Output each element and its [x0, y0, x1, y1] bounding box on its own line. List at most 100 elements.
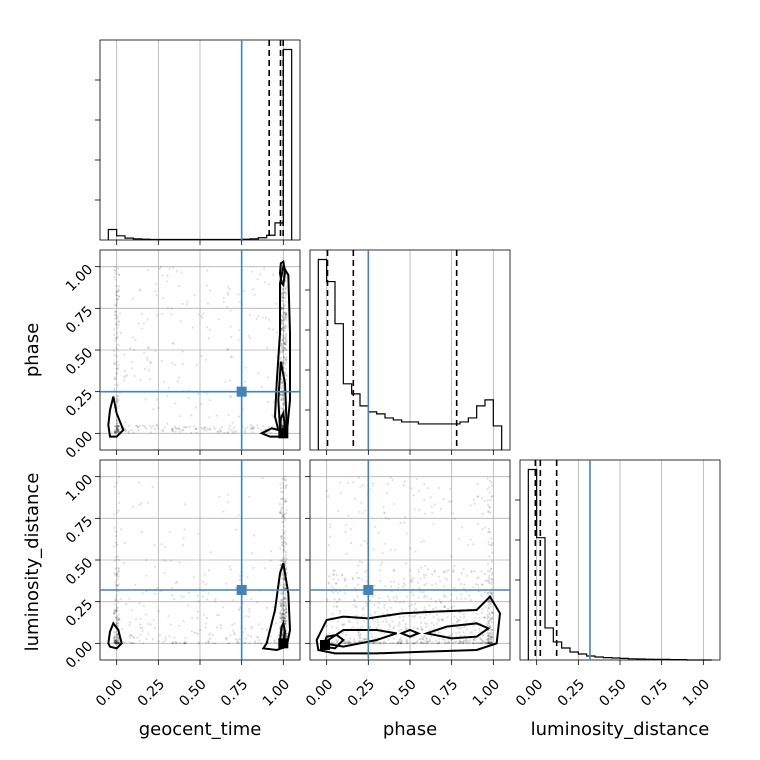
data-point [115, 584, 119, 587]
data-point [117, 394, 120, 398]
data-point [479, 637, 483, 641]
data-point [283, 291, 286, 294]
data-point [259, 642, 262, 645]
data-point [117, 475, 120, 478]
data-point [404, 516, 407, 519]
data-point [474, 642, 478, 645]
data-point [337, 578, 340, 581]
data-point [284, 486, 288, 490]
data-point [487, 642, 490, 645]
data-point [284, 530, 287, 533]
data-point [117, 617, 120, 620]
data-point [277, 634, 280, 637]
data-point [284, 287, 287, 290]
data-point [135, 424, 138, 427]
data-point [486, 641, 489, 644]
data-point [279, 616, 282, 619]
data-point [484, 606, 487, 609]
data-point [155, 423, 158, 426]
data-point [490, 481, 493, 484]
data-point [443, 605, 446, 608]
data-point [234, 586, 237, 590]
data-point [116, 316, 119, 319]
data-point [488, 599, 491, 602]
data-point [167, 614, 170, 618]
data-point [113, 612, 116, 615]
data-point [398, 616, 402, 619]
data-point [273, 641, 277, 644]
data-point [450, 593, 453, 596]
data-point [414, 641, 417, 644]
data-point [114, 642, 117, 645]
data-point [359, 637, 362, 640]
data-point [228, 287, 231, 290]
data-point [118, 312, 122, 315]
data-point [282, 326, 286, 329]
data-point [157, 640, 161, 643]
data-point [235, 528, 238, 531]
data-point [390, 585, 393, 588]
data-point [354, 605, 357, 608]
data-point [251, 270, 254, 273]
data-point [283, 315, 287, 318]
density-contour [320, 629, 397, 648]
data-point [279, 547, 282, 550]
data-point [117, 321, 120, 324]
data-point [453, 615, 456, 619]
data-point [116, 633, 119, 636]
data-point [284, 327, 287, 330]
data-point [265, 628, 268, 631]
gridlines [116, 40, 284, 240]
data-point [281, 288, 284, 291]
data-point [489, 605, 492, 608]
data-point [124, 429, 127, 432]
data-point [439, 508, 443, 511]
data-point [268, 318, 271, 321]
data-point [284, 485, 287, 488]
data-point [283, 371, 286, 375]
data-point [280, 619, 284, 622]
data-point [283, 513, 286, 516]
data-point [446, 640, 450, 644]
data-point [444, 577, 447, 580]
data-point [237, 513, 240, 517]
data-point [116, 572, 120, 575]
data-point [461, 526, 464, 529]
data-point [116, 426, 119, 429]
data-point [115, 621, 119, 625]
data-point [280, 560, 283, 563]
data-point [438, 598, 441, 601]
data-point [484, 641, 487, 644]
data-point [186, 300, 189, 303]
data-point [116, 633, 119, 636]
data-point [398, 638, 402, 641]
data-point [267, 425, 270, 428]
data-point [137, 429, 140, 432]
data-point [113, 387, 116, 391]
data-point [487, 540, 490, 544]
data-point [281, 611, 284, 614]
x-tick-label: 0.25 [135, 676, 168, 709]
data-point [283, 337, 286, 340]
data-point [458, 537, 461, 540]
data-point [284, 353, 287, 356]
data-point [116, 641, 119, 645]
data-point [486, 579, 489, 582]
data-point [237, 415, 241, 418]
data-point [283, 600, 286, 603]
data-point [474, 583, 477, 586]
data-point [117, 569, 120, 572]
data-point [283, 340, 286, 343]
data-point [396, 641, 400, 644]
data-point [280, 345, 283, 348]
data-point [243, 642, 246, 645]
data-point [117, 404, 120, 407]
data-point [178, 285, 181, 288]
data-point [385, 609, 389, 612]
data-point [170, 429, 174, 432]
data-point [281, 611, 285, 615]
data-point [181, 302, 184, 306]
data-point [272, 415, 275, 419]
data-point [345, 585, 348, 588]
data-point [154, 592, 157, 595]
